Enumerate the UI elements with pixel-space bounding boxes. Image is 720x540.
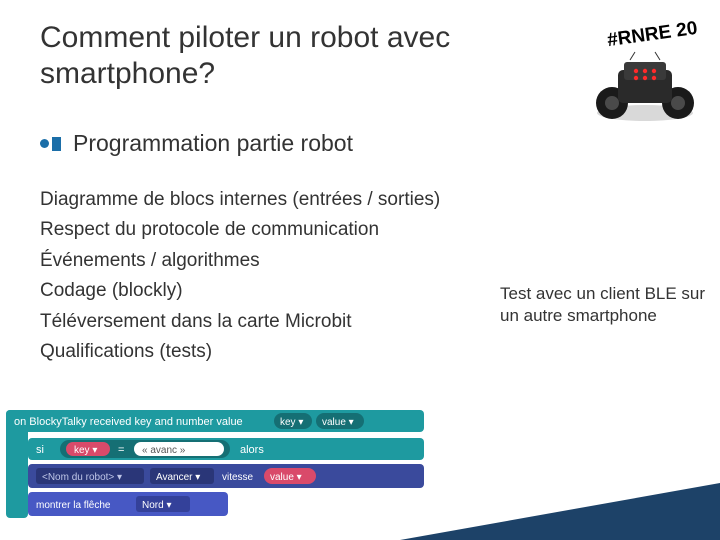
list-item: Qualifications (tests): [40, 337, 470, 367]
svg-text:Nord ▾: Nord ▾: [142, 500, 171, 511]
svg-text:value ▾: value ▾: [322, 417, 354, 428]
blockly-snippet: on BlockyTalky received key and number v…: [0, 402, 430, 522]
list-item: Respect du protocole de communication: [40, 215, 470, 245]
svg-text:Avancer ▾: Avancer ▾: [156, 472, 200, 483]
side-note: Test avec un client BLE sur un autre sma…: [500, 283, 710, 327]
svg-text:alors: alors: [240, 444, 264, 456]
svg-text:« avanc »: « avanc »: [142, 445, 186, 456]
svg-text:key ▾: key ▾: [74, 445, 97, 456]
svg-text:on BlockyTalky received key an: on BlockyTalky received key and number v…: [14, 416, 243, 428]
list-item: Diagramme de blocs internes (entrées / s…: [40, 185, 470, 215]
svg-text:=: =: [118, 444, 124, 456]
bullet-icon: [40, 137, 61, 151]
footer-decoration: [400, 475, 720, 540]
subtitle: Programmation partie robot: [73, 130, 353, 157]
svg-text:si: si: [36, 444, 44, 456]
list-item: Téléversement dans la carte Microbit: [40, 307, 470, 337]
svg-text:vitesse: vitesse: [222, 472, 254, 483]
slide-title: Comment piloter un robot avec smartphone…: [40, 20, 560, 92]
robot-photo: [590, 48, 700, 123]
bullet-list: Diagramme de blocs internes (entrées / s…: [40, 185, 470, 367]
svg-text:value ▾: value ▾: [270, 472, 302, 483]
list-item: Codage (blockly): [40, 276, 470, 306]
svg-text:<Nom du robot> ▾: <Nom du robot> ▾: [42, 472, 122, 483]
list-item: Événements / algorithmes: [40, 246, 470, 276]
svg-text:montrer la flêche: montrer la flêche: [36, 500, 111, 511]
svg-text:key ▾: key ▾: [280, 417, 303, 428]
